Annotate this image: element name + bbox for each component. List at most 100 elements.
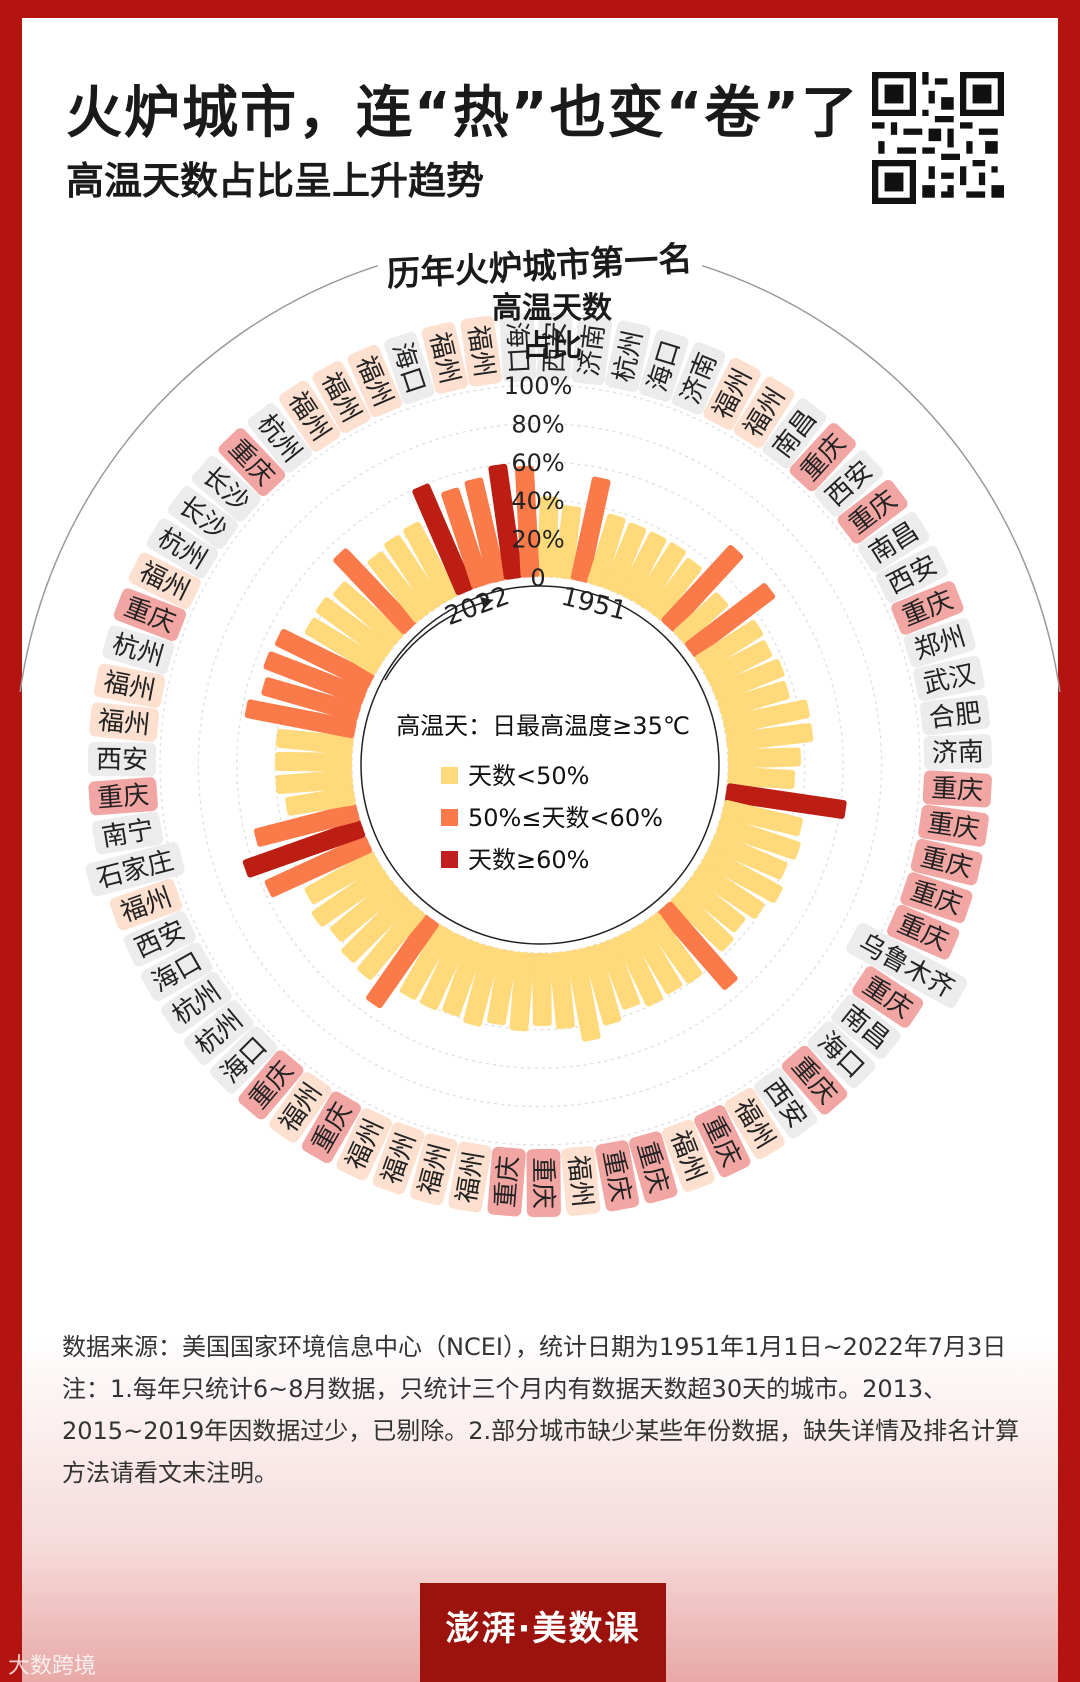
bar-1981 [614,931,664,1007]
method-note: 注：1.每年只统计6~8月数据，只统计三个月内有数据天数超30天的城市。2013… [62,1375,1020,1487]
city-label-bg [89,702,160,743]
city-label-bg [410,1133,458,1206]
bar-2004 [275,751,353,772]
city-label-bg [903,618,976,668]
bar-2001 [253,803,360,847]
city-label-bg [852,966,924,1028]
bar-1986 [532,952,552,1027]
city-label-2002: 南宁 [92,811,163,855]
city-label-1970: 重庆 [918,804,989,847]
city-label-1988: 福州 [448,1141,492,1213]
city-label-bg [347,344,402,418]
bars-layer [242,463,847,1042]
city-label-text: 福州 [462,323,499,379]
city-label-bg [448,1141,492,1213]
y-axis-label: 高温天数占比 [492,291,613,364]
brand-logo: 澎湃·美数课 [420,1583,666,1682]
city-label-bg [918,804,989,847]
bar-2016 [384,535,444,613]
city-label-bg [725,1087,785,1160]
city-label-bg [238,1050,304,1120]
city-label-1967: 合肥 [919,694,991,736]
city-label-bg [831,994,901,1059]
bar-1959 [661,545,744,632]
page-title: 火炉城市，连“热”也变“卷”了 [66,81,860,146]
city-label-bg [536,312,573,382]
city-label-bg [887,904,960,960]
bar-1961 [685,583,776,658]
city-label-text: 重庆 [491,1155,525,1209]
legend-label: 天数≥60% [468,846,589,874]
bar-1994 [357,903,426,980]
city-label-text: 重庆 [96,780,150,814]
bar-1982 [598,938,640,1010]
city-label-bg [312,361,371,434]
bar-1955 [603,522,647,594]
bar-1977 [670,889,734,952]
city-label-bg [146,518,219,579]
city-label-bg [487,1146,526,1217]
bar-1998 [304,850,381,905]
city-label-bg [140,942,213,1002]
city-label-bg [754,1068,818,1139]
city-label-text: 重庆 [930,773,984,806]
city-label-bg [421,322,469,394]
bar-1993 [366,914,439,1009]
city-label-1969: 重庆 [922,770,992,808]
bar-2020 [464,477,506,584]
bar-1953 [570,476,611,583]
city-label-bg [605,320,651,393]
bar-1996 [330,879,401,942]
city-label-1985: 福州 [560,1146,601,1216]
city-label-text: 济南 [931,737,984,769]
bar-1979 [644,912,703,984]
city-label-bg [167,486,239,550]
city-label-1978: 重庆 [781,1045,848,1115]
city-label-1972: 重庆 [900,872,973,923]
bar-1978 [657,901,738,990]
city-label-bg [109,878,183,931]
bar-1968 [727,747,802,769]
city-label-bg [128,552,201,610]
bar-2009 [274,628,375,690]
page-subtitle: 高温天数占比呈上升趋势 [66,159,485,203]
city-label-2020: 福州 [421,322,469,394]
city-label-2022: 海口 [499,313,537,383]
city-label-bg [161,972,232,1035]
city-label-bg [662,1119,715,1192]
city-label-bg [814,450,883,517]
city-label-bg [789,423,856,492]
chart-title: 历年火炉城市第一名 [386,239,694,295]
y-tick-label: 60% [511,449,564,477]
bar-1974 [701,847,783,903]
bar-2000 [242,819,366,878]
y-axis-ticks: 100% 80% 60% 40% 20% 0 [504,372,573,592]
city-label-1951: 西安 [536,312,573,382]
legend-label: 50%≤天数<60% [468,804,663,832]
city-label-bg [595,1140,640,1212]
city-label-bg [102,625,175,675]
bar-1992 [399,924,454,1000]
bar-1954 [587,513,626,588]
outer-arc [19,264,1061,693]
legend-swatch [441,767,458,784]
bar-2012 [333,581,404,647]
city-label-2003: 重庆 [88,777,158,816]
city-label-bg [526,1148,561,1218]
city-label-bg [629,1131,678,1204]
bar-1973 [709,832,788,880]
gridline-ring [159,384,921,1146]
city-label-bg [123,911,196,967]
city-label-bg [92,811,163,855]
city-label-bg [85,842,185,897]
city-label-bg [733,376,795,448]
bar-1984 [565,948,601,1042]
bar-1960 [673,592,729,645]
gridline-ring [351,576,729,954]
y-tick-label: 0 [530,564,545,592]
bar-1969 [727,766,796,789]
city-label-1968: 济南 [923,734,993,770]
city-label-2007: 杭州 [102,625,175,675]
bar-1972 [716,816,801,860]
city-label-text: 福州 [562,1154,597,1209]
